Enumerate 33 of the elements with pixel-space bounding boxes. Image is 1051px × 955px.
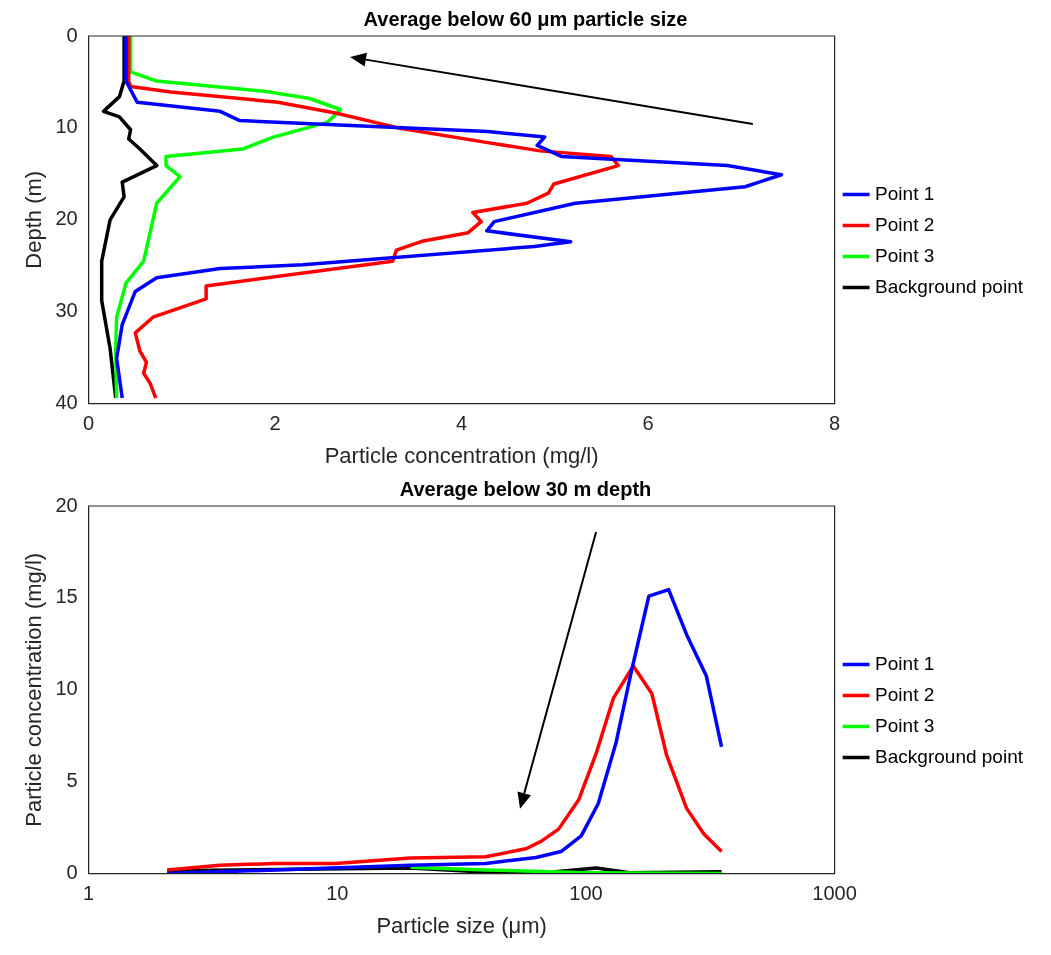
y-tick-label: 0 — [66, 23, 78, 46]
legend-label: Background point — [875, 745, 1024, 767]
y-tick-label: 20 — [55, 493, 78, 516]
chart-title: Average below 30 m depth — [399, 477, 652, 500]
y-tick-label: 5 — [66, 769, 78, 792]
x-axis-title: Particle concentration (mg/l) — [324, 442, 599, 468]
y-axis-title: Depth (m) — [21, 170, 47, 269]
y-tick-label: 10 — [55, 677, 78, 700]
x-tick-label: 10 — [326, 882, 349, 905]
y-tick-label: 40 — [55, 391, 78, 414]
y-tick-label: 10 — [55, 115, 78, 138]
y-tick-label: 30 — [55, 299, 78, 322]
legend-label: Background point — [875, 275, 1024, 297]
x-tick-label: 2 — [269, 412, 281, 435]
x-tick-label: 0 — [83, 412, 95, 435]
y-tick-label: 0 — [66, 861, 78, 884]
legend-label: Point 3 — [875, 714, 935, 736]
x-tick-label: 4 — [456, 412, 468, 435]
y-axis-title: Particle concentration (mg/l) — [21, 552, 47, 827]
y-tick-label: 20 — [55, 207, 78, 230]
legend-label: Point 1 — [875, 182, 935, 204]
x-tick-label: 6 — [642, 412, 654, 435]
x-tick-label: 1 — [83, 882, 95, 905]
legend-label: Point 1 — [875, 652, 935, 674]
x-tick-label: 1000 — [812, 882, 857, 905]
legend-label: Point 2 — [875, 683, 935, 705]
x-tick-label: 8 — [829, 412, 841, 435]
chart-title: Average below 60 μm particle size — [363, 7, 688, 30]
x-axis-title: Particle size (μm) — [376, 912, 547, 938]
legend-label: Point 3 — [875, 244, 935, 266]
x-tick-label: 100 — [569, 882, 603, 905]
legend-label: Point 2 — [875, 213, 935, 235]
y-tick-label: 15 — [55, 585, 78, 608]
